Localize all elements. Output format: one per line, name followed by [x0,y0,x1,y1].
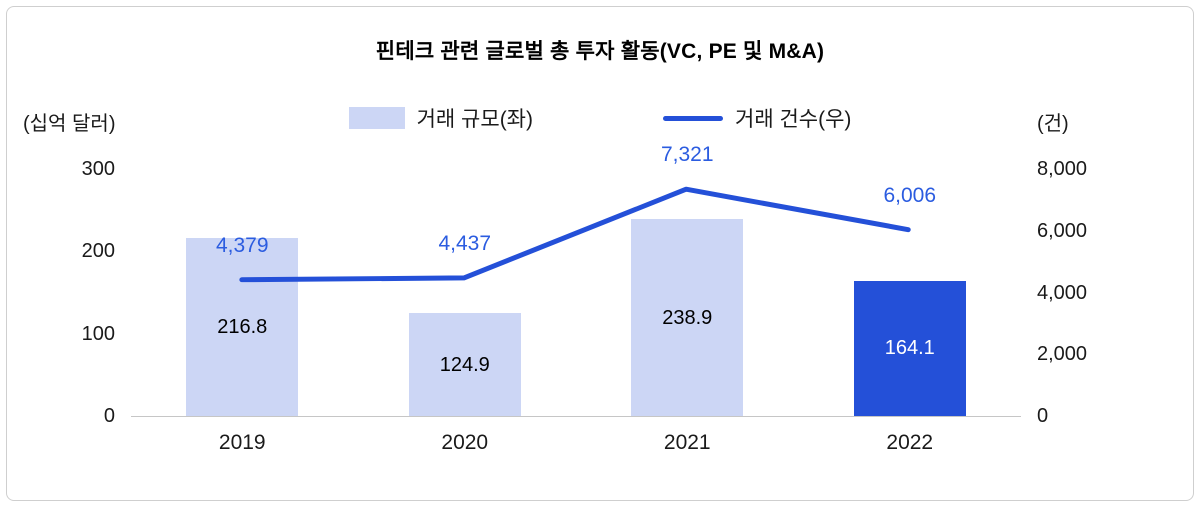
right-axis-tick: 4,000 [1037,281,1088,304]
left-axis-tick: 300 [81,158,115,180]
bar-2022 [853,280,966,416]
x-axis-label: 2021 [663,431,711,454]
x-axis-label: 2022 [886,431,934,454]
left-axis-tick: 0 [103,405,115,427]
x-axis-line [131,416,1021,417]
chart-card: 핀테크 관련 글로벌 총 투자 활동(VC, PE 및 M&A) (십억 달러)… [6,6,1194,501]
x-axis-label: 2020 [441,431,489,454]
plot-area: 0 100 200 300 0 2,000 4,000 6,000 8,000 2019 2020 2… [7,7,1193,500]
bar-series-swatch-icon [348,107,405,129]
legend-item-bar-series: 거래 규모(좌) [348,103,533,133]
legend: 거래 규모(좌) 거래 건수(우) [7,103,1193,133]
legend-label-bar-series: 거래 규모(좌) [416,108,533,131]
line-value-label: 6,006 [883,183,937,207]
right-axis-tick: 0 [1037,405,1049,427]
legend-item-line-series: 거래 건수(우) [663,103,851,133]
right-axis-unit: (건) [1037,113,1069,135]
x-axis-label: 2019 [218,431,266,454]
line-value-label: 7,321 [660,142,714,166]
bar-value-label: 124.9 [439,353,490,376]
right-axis-tick: 6,000 [1037,219,1088,242]
bar-value-label: 164.1 [884,337,935,360]
chart-title: 핀테크 관련 글로벌 총 투자 활동(VC, PE 및 M&A) [375,40,825,63]
right-axis-tick: 2,000 [1037,343,1088,366]
legend-label-line-series: 거래 건수(우) [735,108,852,131]
left-axis-tick: 100 [81,322,115,345]
right-axis-tick: 8,000 [1037,158,1088,180]
line-series-swatch-icon [663,115,723,121]
bar-value-label: 238.9 [662,306,713,329]
left-axis-tick: 200 [81,240,115,263]
line-value-label: 4,379 [215,233,269,257]
bar-2020 [408,313,521,416]
line-value-label: 4,437 [438,232,492,255]
bar-value-label: 216.8 [217,315,268,338]
left-axis-unit: (십억 달러) [23,113,116,135]
